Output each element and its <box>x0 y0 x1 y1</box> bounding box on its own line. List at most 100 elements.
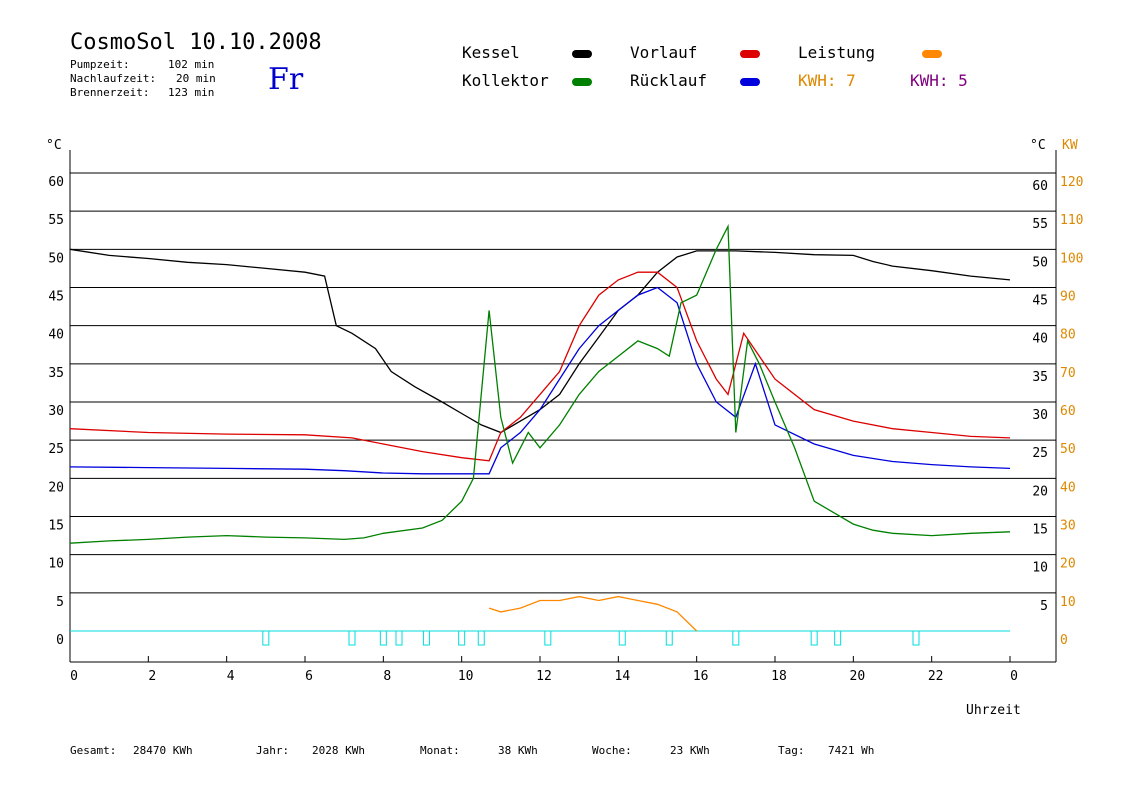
y-tick-label-right: 55 <box>1032 217 1048 232</box>
kw-tick-label: 70 <box>1060 366 1076 381</box>
y-tick-label-left: 60 <box>48 175 64 190</box>
footer-day-label: Tag: <box>778 744 805 757</box>
weekday-label: Fr <box>268 62 304 97</box>
burner-time-value: 123 min <box>168 86 215 99</box>
footer-month-label: Monat: <box>420 744 460 757</box>
y-tick-label-left: 40 <box>48 328 64 343</box>
pump-marker <box>618 630 626 646</box>
y-tick-label-right: 45 <box>1032 294 1048 309</box>
legend-kollektor: Kollektor <box>462 71 549 90</box>
y-tick-label-right: 20 <box>1032 484 1048 499</box>
y-tick-label-left: 15 <box>48 519 64 534</box>
x-tick-label: 0 <box>1010 669 1018 684</box>
footer-year-value: 2028 KWh <box>312 744 365 757</box>
footer-week-label: Woche: <box>592 744 632 757</box>
x-tick-label: 2 <box>148 669 156 684</box>
y-tick-label-left: 35 <box>48 366 64 381</box>
legend-kwh-1: KWH: 7 <box>798 71 856 90</box>
y-tick-label-right: 25 <box>1032 446 1048 461</box>
y-axis-label-right: °C <box>1030 138 1046 153</box>
y-tick-label-right: 35 <box>1032 370 1048 385</box>
footer-year-label: Jahr: <box>256 744 290 757</box>
after-run-time-value: 20 min <box>176 72 216 85</box>
chart-title: CosmoSol 10.10.2008 <box>70 30 322 55</box>
y-tick-label-left: 10 <box>48 557 64 572</box>
legend-ruecklauf-swatch <box>740 78 760 86</box>
kw-tick-label: 20 <box>1060 557 1076 572</box>
x-tick-label: 22 <box>928 669 944 684</box>
series-line-kessel <box>69 248 1011 434</box>
series-line-r-cklauf <box>69 286 1011 475</box>
legend-kwh-2: KWH: 5 <box>910 71 968 90</box>
pump-marker <box>458 630 466 646</box>
pump-marker <box>348 630 356 646</box>
x-tick-label: 0 <box>70 669 78 684</box>
x-tick-label: 10 <box>458 669 474 684</box>
y-tick-label-left: 5 <box>56 595 64 610</box>
legend-vorlauf-swatch <box>740 50 760 58</box>
y-tick-label-left: 45 <box>48 290 64 305</box>
pump-marker <box>912 630 920 646</box>
pump-marker <box>395 630 403 646</box>
y-tick-label-right: 40 <box>1032 332 1048 347</box>
burner-time-label: Brennerzeit: <box>70 86 150 99</box>
series-line-kollektor <box>69 223 1011 544</box>
kw-tick-label: 60 <box>1060 404 1076 419</box>
kw-tick-label: 80 <box>1060 328 1076 343</box>
legend-leistung-swatch <box>922 50 942 58</box>
kw-tick-label: 0 <box>1060 633 1068 648</box>
kw-tick-label: 50 <box>1060 442 1076 457</box>
kw-tick-label: 30 <box>1060 519 1076 534</box>
pump-time-label: Pumpzeit: <box>70 58 130 71</box>
legend-vorlauf: Vorlauf <box>630 43 698 62</box>
kw-tick-label: 120 <box>1060 175 1083 190</box>
y-tick-label-right: 5 <box>1040 599 1048 614</box>
y-tick-label-left: 20 <box>48 480 64 495</box>
footer-total-value: 28470 KWh <box>133 744 193 757</box>
legend-ruecklauf: Rücklauf <box>630 71 708 90</box>
pump-marker <box>732 630 740 646</box>
y-tick-label-left: 0 <box>56 633 64 648</box>
legend-leistung: Leistung <box>798 43 876 62</box>
pump-marker <box>379 630 387 646</box>
x-tick-label: 20 <box>850 669 866 684</box>
y-tick-label-left: 25 <box>48 442 64 457</box>
pump-time-value: 102 min <box>168 58 215 71</box>
y-axis-label-left: °C <box>46 138 62 153</box>
x-tick-label: 14 <box>615 669 631 684</box>
y-tick-label-right: 10 <box>1032 561 1048 576</box>
y-tick-label-right: 50 <box>1032 255 1048 270</box>
footer-day-value: 7421 Wh <box>828 744 875 757</box>
pump-marker <box>477 630 485 646</box>
kw-tick-label: 10 <box>1060 595 1076 610</box>
footer-week-value: 23 KWh <box>670 744 710 757</box>
pump-marker <box>834 630 842 646</box>
legend-kollektor-swatch <box>572 78 592 86</box>
footer-total-label: Gesamt: <box>70 744 117 757</box>
y-tick-label-right: 30 <box>1032 408 1048 423</box>
y-tick-label-left: 55 <box>48 213 64 228</box>
footer-month-value: 38 KWh <box>498 744 538 757</box>
kw-tick-label: 40 <box>1060 480 1076 495</box>
x-tick-label: 4 <box>227 669 235 684</box>
kw-tick-label: 110 <box>1060 213 1083 228</box>
series-line-vorlauf <box>69 271 1011 462</box>
pump-marker <box>544 630 552 646</box>
y-tick-label-left: 50 <box>48 251 64 266</box>
x-tick-label: 16 <box>693 669 709 684</box>
pump-marker <box>810 630 818 646</box>
kw-tick-label: 100 <box>1060 251 1083 266</box>
legend-kessel: Kessel <box>462 43 520 62</box>
x-tick-label: 12 <box>536 669 552 684</box>
series-line-leistung <box>488 595 698 632</box>
y-tick-label-left: 30 <box>48 404 64 419</box>
x-tick-label: 8 <box>383 669 391 684</box>
y-tick-label-right: 60 <box>1032 179 1048 194</box>
x-tick-label: 6 <box>305 669 313 684</box>
after-run-time-label: Nachlaufzeit: <box>70 72 157 85</box>
pump-marker <box>262 630 270 646</box>
legend-kessel-swatch <box>572 50 592 58</box>
kw-tick-label: 90 <box>1060 290 1076 305</box>
pump-marker <box>422 630 430 646</box>
